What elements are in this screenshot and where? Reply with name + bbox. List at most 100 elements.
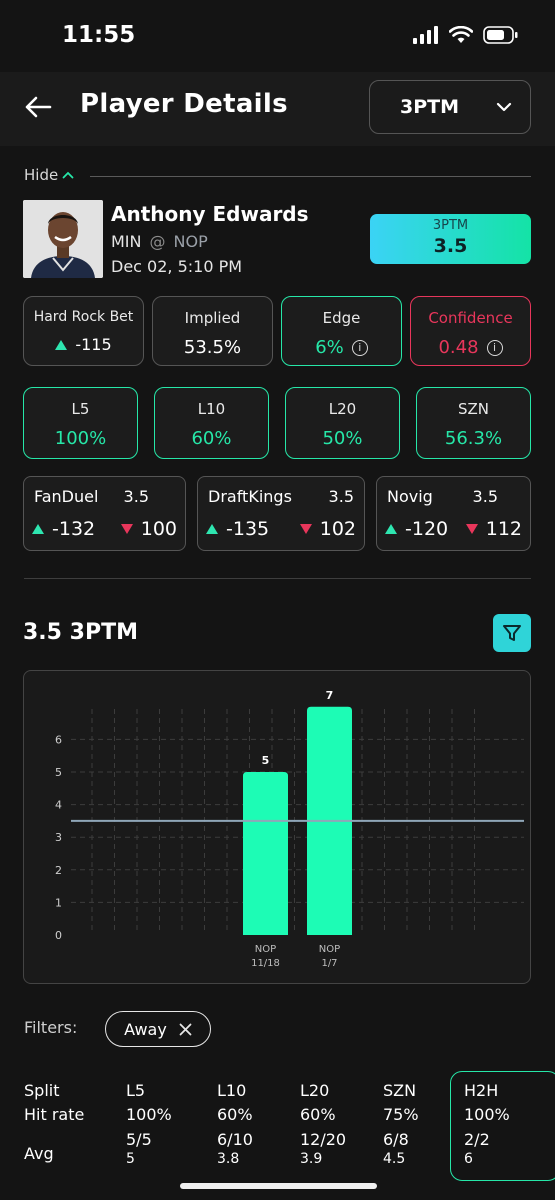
- triangle-down-icon: [465, 524, 478, 534]
- stat-type-dropdown[interactable]: 3PTM: [369, 80, 531, 134]
- metric-value: -115: [75, 335, 112, 354]
- split-frac: 5/5: [126, 1130, 152, 1149]
- info-icon[interactable]: i: [351, 339, 368, 356]
- split-hit: 100%: [126, 1105, 172, 1124]
- section-divider: [24, 578, 531, 579]
- split-avg: 3.9: [300, 1151, 323, 1167]
- home-indicator[interactable]: [180, 1183, 377, 1189]
- metric-value: 6%: [315, 337, 344, 358]
- metric-label: Confidence: [428, 309, 513, 327]
- metric-value: 53.5%: [183, 337, 242, 358]
- chevron-down-icon: [496, 102, 512, 112]
- split-col-name[interactable]: L5: [126, 1081, 146, 1100]
- triangle-up-icon: [385, 524, 397, 534]
- x-tick-label: NOP: [255, 944, 276, 955]
- filter-chip-away[interactable]: Away: [105, 1011, 211, 1047]
- status-time: 11:55: [62, 22, 136, 48]
- back-button[interactable]: [24, 92, 58, 122]
- hide-label: Hide: [24, 166, 59, 184]
- player-name: Anthony Edwards: [111, 202, 309, 226]
- book-line: 3.5: [123, 487, 149, 506]
- y-tick-label: 0: [55, 929, 62, 942]
- close-icon: [179, 1023, 192, 1035]
- hard-rock-bet-card: Hard Rock Bet -115: [23, 296, 144, 366]
- split-frac: 6/8: [383, 1130, 409, 1149]
- split-hit: 75%: [383, 1105, 419, 1124]
- signal-icon: [413, 26, 438, 44]
- hit-rate-value: 100%: [54, 428, 107, 449]
- triangle-up-icon: [206, 524, 218, 534]
- y-tick-label: 3: [55, 831, 62, 844]
- book-line: 3.5: [328, 487, 354, 506]
- prop-line-label: 3PTM: [432, 218, 469, 233]
- chip-label: Away: [124, 1019, 167, 1039]
- under-odds: 112: [485, 518, 522, 540]
- split-avg: 5: [126, 1151, 135, 1167]
- split-hit: 60%: [300, 1105, 336, 1124]
- split-hit: 60%: [217, 1105, 253, 1124]
- book-card-draftkings[interactable]: DraftKings 3.5 -135 102: [197, 476, 365, 551]
- player-avatar: [23, 200, 103, 278]
- x-tick-label: 11/18: [251, 958, 280, 969]
- filter-icon: [503, 625, 521, 641]
- over-odds: -120: [405, 518, 449, 540]
- hit-rate-label: L10: [197, 400, 226, 418]
- player-team: MIN: [111, 232, 142, 251]
- section-divider: [90, 176, 531, 177]
- split-frac: 12/20: [300, 1130, 347, 1149]
- hit-rate-label: SZN: [457, 400, 490, 418]
- triangle-down-icon: [120, 524, 133, 534]
- wifi-icon: [449, 26, 473, 43]
- metric-label: Edge: [322, 309, 361, 327]
- split-col-name[interactable]: SZN: [383, 1081, 417, 1100]
- book-line: 3.5: [472, 487, 498, 506]
- split-frac: 6/10: [217, 1130, 253, 1149]
- stat-type-value: 3PTM: [400, 96, 460, 118]
- hit-rate-row-label: Hit rate: [24, 1105, 85, 1124]
- hit-rate-value: 50%: [322, 428, 363, 449]
- prop-line-value: 3.5: [433, 235, 468, 257]
- triangle-up-icon: [32, 524, 44, 534]
- edge-card: Edge 6% i: [281, 296, 402, 366]
- y-tick-label: 5: [55, 766, 62, 779]
- over-odds: -135: [226, 518, 270, 540]
- bar-chart: 0 1 2 3 4 5 6 5 NOP 11/18 7 NOP 1/7: [55, 689, 524, 969]
- hit-rate-label: L5: [71, 400, 90, 418]
- metric-label: Implied: [184, 309, 241, 327]
- hit-rate-card-l10[interactable]: L10 60%: [154, 387, 269, 459]
- split-avg: 3.8: [217, 1151, 240, 1167]
- split-avg: 4.5: [383, 1151, 406, 1167]
- split-hit: 100%: [464, 1105, 510, 1124]
- h2h-selected-box[interactable]: [450, 1071, 555, 1181]
- back-arrow-icon: [25, 96, 52, 118]
- battery-icon: [483, 26, 518, 44]
- status-icons: [413, 26, 519, 44]
- hide-toggle[interactable]: Hide: [24, 166, 74, 184]
- hit-rate-card-szn[interactable]: SZN 56.3%: [416, 387, 531, 459]
- book-name: DraftKings: [208, 487, 292, 506]
- y-tick-label: 1: [55, 896, 62, 909]
- filter-button[interactable]: [493, 614, 531, 652]
- split-row-label: Split: [24, 1081, 60, 1100]
- chart-title: 3.5 3PTM: [23, 620, 138, 645]
- info-icon[interactable]: i: [486, 339, 503, 356]
- hit-rate-label: L20: [328, 400, 357, 418]
- chart-container: 0 1 2 3 4 5 6 5 NOP 11/18 7 NOP 1/7: [23, 670, 531, 984]
- avg-row-label: Avg: [24, 1144, 54, 1163]
- book-name: Novig: [387, 487, 433, 506]
- under-odds: 102: [319, 518, 356, 540]
- book-card-novig[interactable]: Novig 3.5 -120 112: [376, 476, 531, 551]
- split-col-name[interactable]: L20: [300, 1081, 330, 1100]
- split-col-name[interactable]: H2H: [464, 1081, 499, 1100]
- player-matchup: MIN @ NOP: [111, 232, 208, 251]
- hit-rate-card-l20[interactable]: L20 50%: [285, 387, 400, 459]
- page-title: Player Details: [80, 89, 288, 119]
- implied-card: Implied 53.5%: [152, 296, 273, 366]
- book-card-fanduel[interactable]: FanDuel 3.5 -132 100: [23, 476, 186, 551]
- over-odds: -132: [52, 518, 96, 540]
- split-frac: 2/2: [464, 1130, 490, 1149]
- hit-rate-card-l5[interactable]: L5 100%: [23, 387, 138, 459]
- split-col-name[interactable]: L10: [217, 1081, 247, 1100]
- bar-value-label: 5: [262, 754, 270, 767]
- split-avg: 6: [464, 1151, 473, 1167]
